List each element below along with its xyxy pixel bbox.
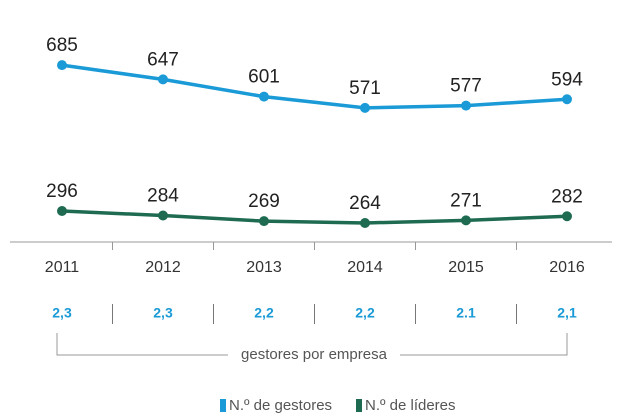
point [158,210,168,221]
legend-label: N.º de gestores [229,397,332,414]
line [61,209,568,225]
data-label: 601 [248,67,280,88]
data-label: 685 [46,35,78,56]
data-label: 594 [551,69,583,90]
point [562,211,572,222]
ratio-label: 2,3 [153,305,173,321]
ratio-caption: gestores por empresa [241,346,388,363]
x-tick-label: 2016 [549,259,585,276]
x-tick-label: 2012 [145,259,181,276]
point [461,100,471,111]
legend-label: N.º de líderes [365,397,456,414]
point [360,102,370,113]
point [57,206,67,216]
data-label: 269 [248,191,280,212]
ratio-label: 2,1 [557,305,577,321]
point [259,91,269,102]
data-label: 282 [551,186,583,207]
legend-swatch [220,399,226,412]
x-tick-label: 2014 [347,259,383,276]
line [61,63,568,110]
point [57,60,67,71]
legend-swatch [356,399,362,412]
ratio-label: 2,2 [254,305,274,321]
ratio-label: 2,2 [355,305,375,321]
x-tick-label: 2011 [45,259,80,276]
ratio-bracket [56,333,568,356]
data-label: 284 [147,186,179,207]
x-tick-label: 2015 [448,259,484,276]
data-label: 296 [46,181,78,202]
data-label: 577 [450,76,482,97]
x-tick-label: 2013 [246,259,282,276]
point [158,74,168,85]
point [461,215,471,226]
data-label: 264 [349,193,381,214]
point [360,218,370,228]
point [562,94,572,105]
data-label: 647 [147,49,179,70]
ratio-label: 2.1 [456,305,476,321]
data-label: 571 [349,78,381,99]
data-label: 271 [450,190,482,211]
ratio-label: 2,3 [52,305,72,321]
point [259,216,269,227]
